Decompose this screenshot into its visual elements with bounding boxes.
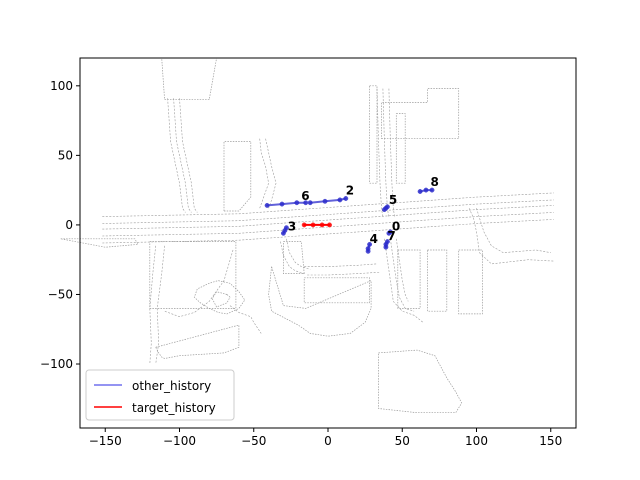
y-tick-label: −50 [48,287,73,301]
y-tick-label: 100 [50,79,73,93]
other-history-point [294,200,300,206]
agent-id-label-5: 5 [389,193,397,207]
map-lane [173,98,192,213]
map-boundary [193,280,246,315]
target-history-point [319,222,325,228]
map-lane [468,208,554,265]
y-tick-label: 50 [58,148,73,162]
map-lane [102,192,554,217]
other-history-point [303,200,309,206]
map-boundary [223,141,252,212]
map-lane [155,245,165,365]
agent-id-label-2: 2 [346,183,354,197]
map-boundary [303,277,370,304]
map-lane [102,199,554,224]
agent-id-label-4: 4 [370,232,378,246]
agent-id-labels: 0 2 3 4 5 6 7 8 [288,175,439,246]
other-history-point [417,189,423,194]
map-boundary [458,249,483,315]
map-boundary [395,113,406,184]
other-history-point [387,229,393,235]
other-history-point [384,239,390,245]
agent-id-label-7: 7 [387,229,395,243]
map-lane [164,249,234,318]
other-history-track-2 [309,197,347,204]
map-boundary [211,291,231,308]
map-lane [376,88,384,219]
agent-id-label-6: 6 [301,189,309,203]
other-history-point [384,204,390,210]
map-lane [179,98,198,213]
agent-id-label-3: 3 [288,220,296,234]
x-axis: −150 −100 −50 0 50 100 150 [89,428,562,448]
map-lane [102,212,554,237]
legend: other_history target_history [85,369,235,421]
history-layer [264,187,435,254]
other-history-point [337,197,343,203]
map-boundary [283,241,305,274]
agent-id-label-8: 8 [431,175,439,189]
map-boundary [155,324,240,359]
legend-box [85,369,235,421]
x-tick-label: 100 [465,434,488,448]
target-history-point [327,222,332,228]
map-lane [286,238,311,270]
map-boundary [427,249,448,312]
other-history-point [365,246,371,252]
y-tick-label: 0 [65,218,73,232]
map-lane [229,305,262,334]
map-lane [149,245,156,365]
other-history-point [343,196,349,201]
map-boundary [60,238,139,248]
x-tick-label: −150 [89,434,122,448]
map-lane [396,238,409,302]
map-lane [384,238,424,323]
other-history-point [429,187,435,193]
map-boundary [378,349,463,414]
map-lane [304,263,378,267]
x-tick-label: 150 [539,434,562,448]
other-history-point [367,241,373,247]
x-tick-label: −100 [163,434,196,448]
other-history-point [283,225,289,231]
y-axis: −100 −50 0 50 100 [40,79,80,371]
map-lane [388,88,396,219]
other-history-point [264,202,270,208]
other-history-point [279,201,285,207]
map-lane [102,205,554,230]
map-lane [265,138,277,209]
map-lane [102,219,554,244]
map-lane [259,138,269,209]
map-lane [307,271,381,276]
map-boundary [149,241,237,309]
x-tick-label: 50 [395,434,410,448]
map-lane [382,88,390,219]
y-tick-label: −100 [40,357,73,371]
legend-label-target-history: target_history [132,401,216,415]
other-history-point [322,198,328,204]
x-tick-label: −50 [241,434,266,448]
agent-id-label-0: 0 [392,220,400,234]
map-lane [167,98,186,213]
other-history-track-6 [266,201,307,207]
legend-label-other-history: other_history [132,379,211,393]
map-layer [60,57,554,414]
map-boundary [268,266,372,337]
target-history-point [310,222,316,228]
x-tick-label: 0 [324,434,332,448]
target-history-point [301,222,307,228]
other-history-point [423,187,429,193]
map-boundary [397,249,421,309]
